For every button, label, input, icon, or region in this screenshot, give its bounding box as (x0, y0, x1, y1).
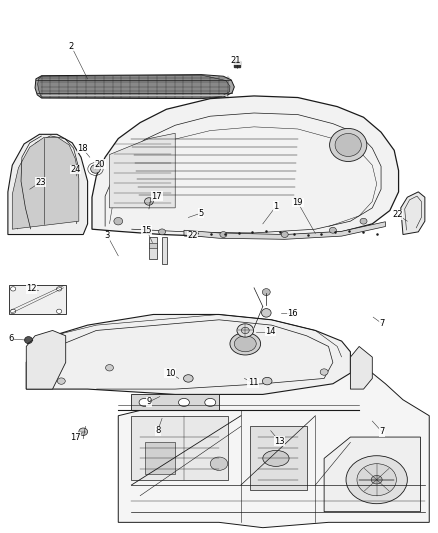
Ellipse shape (263, 450, 289, 466)
Ellipse shape (360, 219, 367, 224)
Ellipse shape (145, 198, 153, 205)
Ellipse shape (184, 375, 193, 382)
Text: 9: 9 (146, 398, 152, 406)
Polygon shape (184, 222, 385, 239)
Bar (162, 237, 167, 264)
Ellipse shape (230, 333, 261, 355)
Ellipse shape (371, 475, 382, 484)
Ellipse shape (139, 399, 150, 406)
Text: 14: 14 (265, 327, 276, 336)
Ellipse shape (57, 309, 62, 313)
Polygon shape (401, 192, 425, 235)
Text: 20: 20 (95, 160, 105, 168)
Polygon shape (145, 442, 175, 474)
Ellipse shape (11, 309, 16, 313)
Text: 22: 22 (392, 211, 403, 219)
Ellipse shape (320, 369, 328, 375)
Ellipse shape (159, 229, 166, 235)
Ellipse shape (79, 428, 88, 435)
Text: 7: 7 (379, 319, 385, 328)
Polygon shape (92, 96, 399, 237)
Polygon shape (149, 243, 157, 248)
Polygon shape (26, 330, 66, 389)
Ellipse shape (210, 457, 228, 470)
Text: 24: 24 (70, 165, 81, 174)
Text: 15: 15 (141, 226, 152, 235)
Text: 21: 21 (230, 56, 241, 64)
Polygon shape (12, 138, 79, 229)
Text: 2: 2 (69, 42, 74, 51)
Ellipse shape (205, 399, 215, 406)
Bar (9, 285, 66, 314)
Polygon shape (324, 437, 420, 512)
Ellipse shape (281, 231, 288, 238)
Ellipse shape (57, 378, 65, 384)
Polygon shape (8, 134, 88, 235)
Text: 3: 3 (105, 231, 110, 240)
Ellipse shape (346, 456, 407, 504)
Ellipse shape (241, 327, 249, 334)
Text: 13: 13 (274, 437, 285, 446)
Text: 8: 8 (155, 426, 160, 435)
Text: 12: 12 (26, 285, 37, 293)
Text: 18: 18 (77, 144, 88, 152)
Ellipse shape (357, 464, 396, 496)
Text: 6: 6 (9, 335, 14, 343)
Ellipse shape (330, 128, 367, 161)
Text: 17: 17 (70, 433, 81, 441)
Ellipse shape (237, 324, 254, 337)
Polygon shape (38, 75, 230, 98)
Text: 17: 17 (152, 192, 162, 200)
Ellipse shape (91, 165, 100, 173)
Text: 16: 16 (287, 309, 298, 318)
Text: 22: 22 (187, 231, 198, 240)
Text: 11: 11 (248, 378, 258, 387)
Polygon shape (350, 346, 372, 389)
Ellipse shape (106, 365, 113, 371)
Text: 5: 5 (198, 209, 203, 217)
Ellipse shape (234, 336, 256, 352)
Ellipse shape (262, 289, 270, 295)
Text: 10: 10 (165, 369, 175, 377)
Text: 7: 7 (379, 427, 385, 436)
Polygon shape (118, 357, 429, 528)
Ellipse shape (25, 337, 32, 343)
Polygon shape (35, 75, 234, 99)
Ellipse shape (220, 231, 227, 238)
Ellipse shape (335, 134, 361, 157)
Text: 1: 1 (273, 202, 279, 211)
Bar (149, 237, 157, 259)
Polygon shape (131, 416, 228, 480)
Text: 23: 23 (35, 178, 46, 187)
Ellipse shape (114, 217, 123, 225)
Ellipse shape (329, 227, 336, 233)
Ellipse shape (262, 377, 272, 385)
Polygon shape (250, 426, 307, 490)
Polygon shape (26, 314, 350, 394)
Text: 19: 19 (293, 198, 303, 207)
Ellipse shape (178, 399, 189, 406)
Ellipse shape (57, 287, 62, 291)
Ellipse shape (11, 287, 16, 291)
Polygon shape (110, 133, 175, 208)
Ellipse shape (261, 309, 271, 317)
Polygon shape (131, 394, 219, 410)
